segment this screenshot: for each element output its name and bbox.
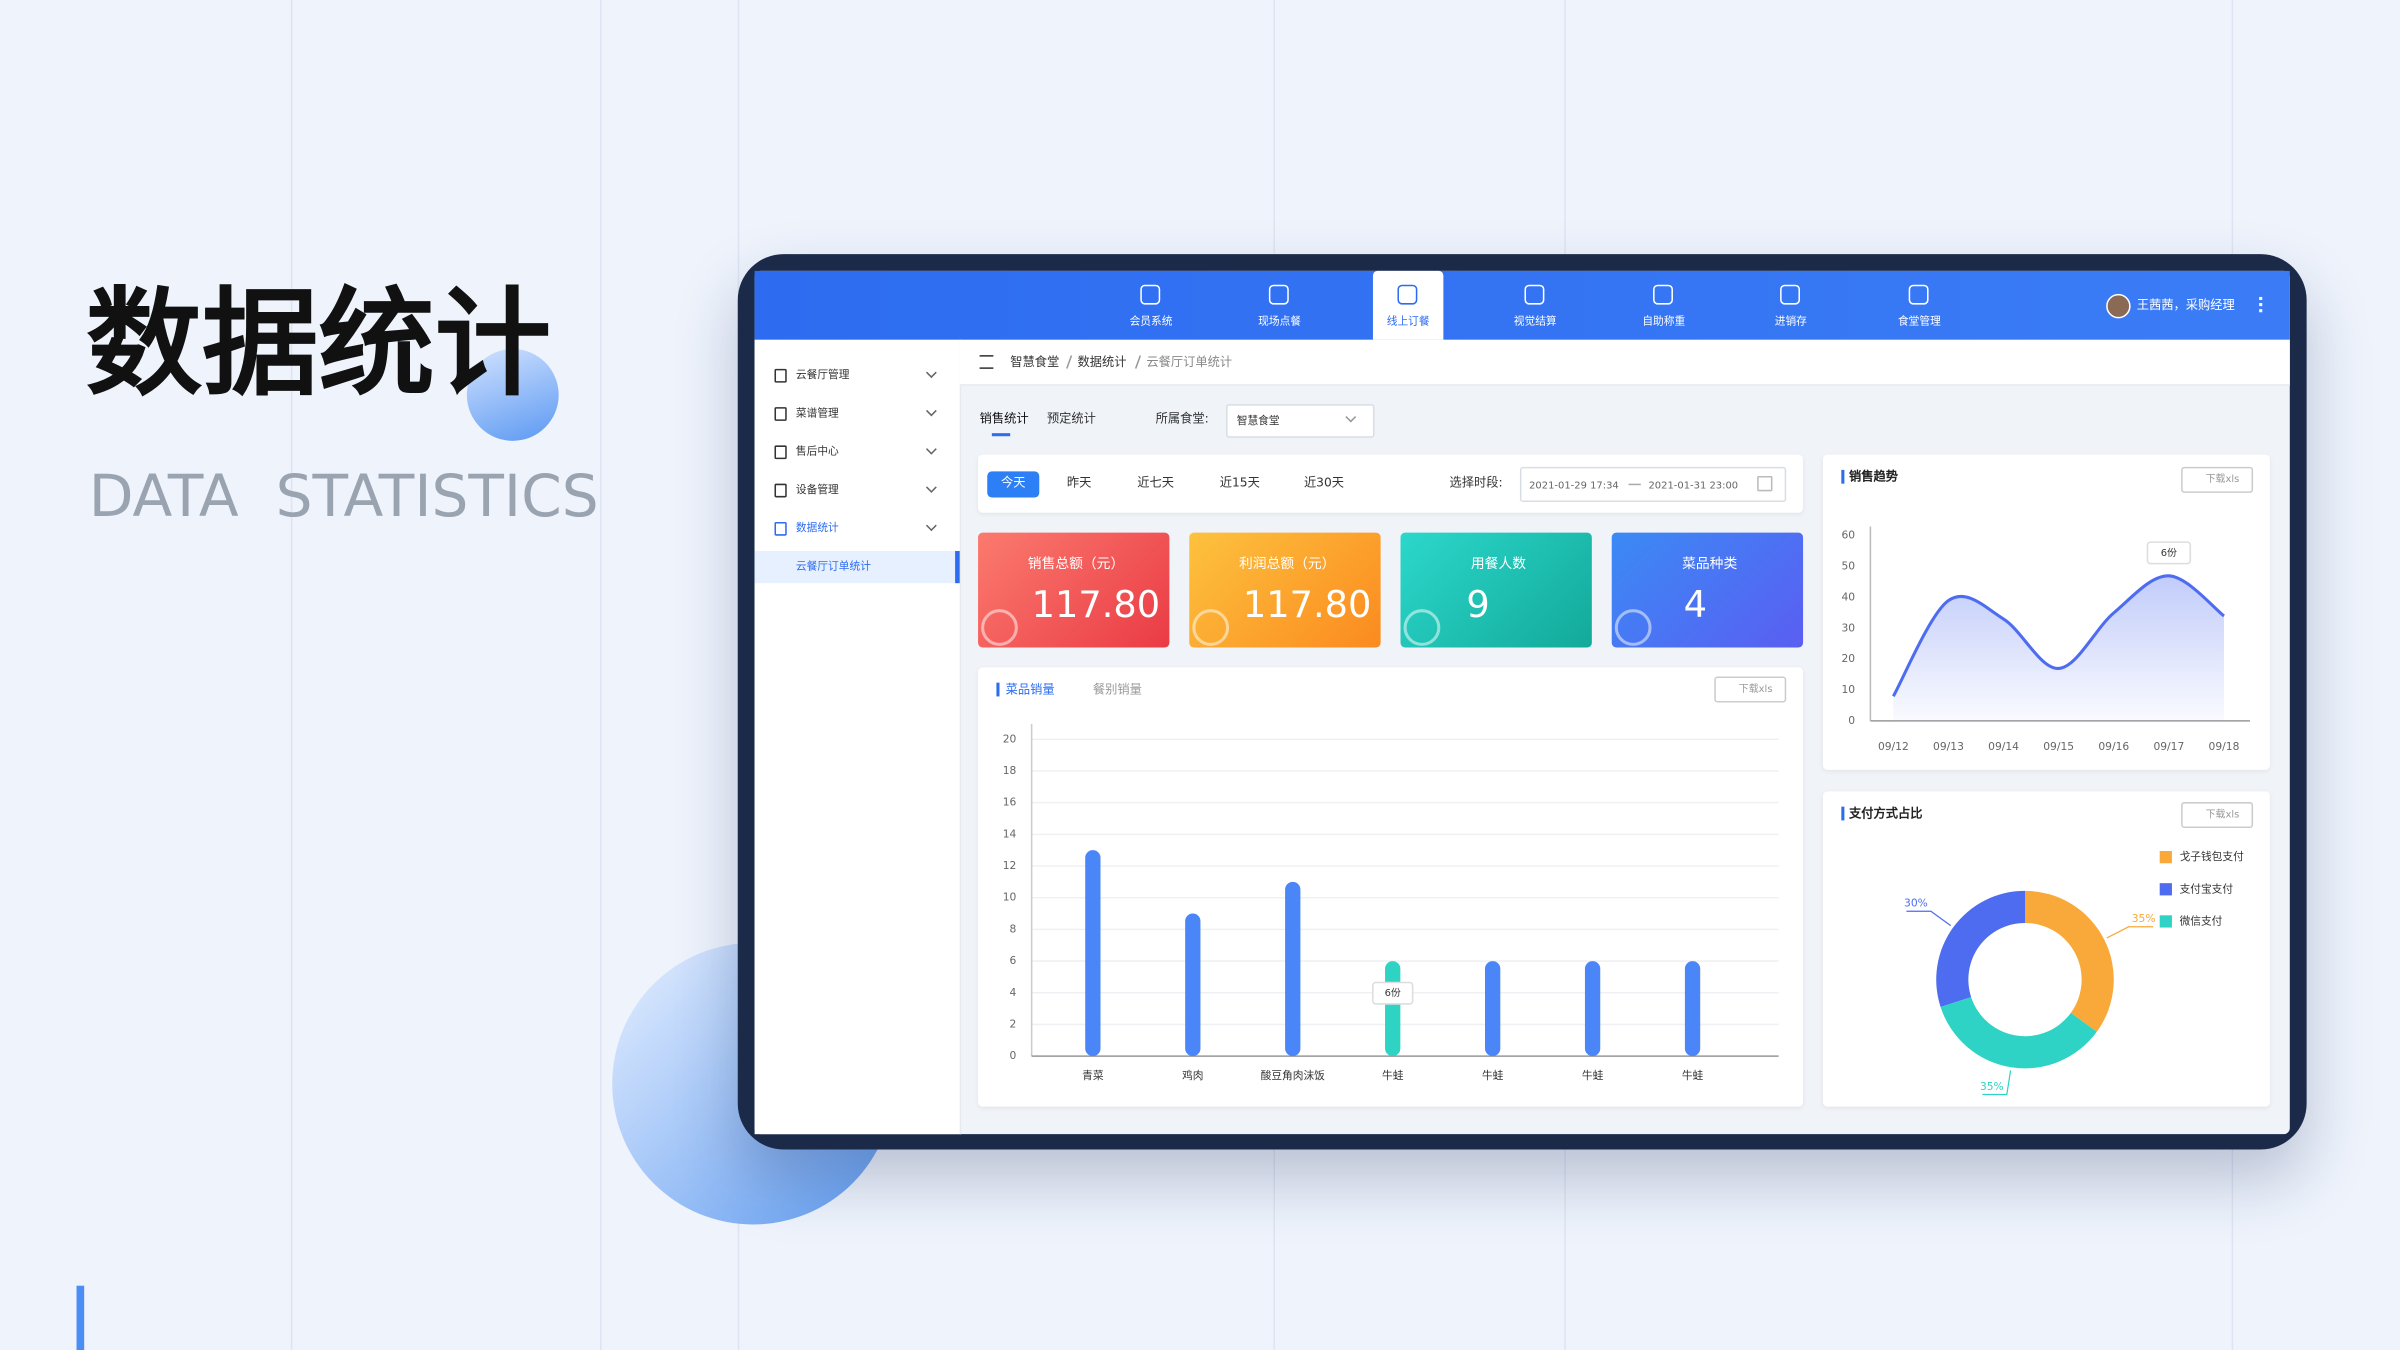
breadcrumb-item: 云餐厅订单统计 [1146, 355, 1233, 369]
period-box [1519, 466, 1787, 503]
nav-icon [1524, 284, 1545, 305]
bg-line [600, 0, 602, 1350]
side-icon [774, 521, 787, 536]
breadcrumb-bar [959, 339, 2290, 386]
chart-title: 销售趋势 [1848, 469, 1898, 484]
side-item[interactable]: 设备管理 [795, 483, 839, 496]
card-label: 菜品种类 [1682, 557, 1738, 573]
header [754, 270, 2290, 340]
deco-bar [76, 1285, 85, 1350]
nav-item[interactable]: 食堂管理 [1897, 315, 1941, 328]
user[interactable]: 王茜茜，采购经理 [2136, 298, 2235, 313]
card-value: 4 [1683, 583, 1708, 627]
range-button[interactable]: 昨天 [1066, 476, 1092, 490]
tab[interactable]: 预定统计 [1046, 411, 1096, 426]
deco-dot [466, 348, 559, 441]
card-label: 利润总额（元） [1239, 557, 1336, 573]
chart-tab[interactable]: 餐别销量 [1092, 682, 1142, 697]
side-subitem[interactable]: 云餐厅订单统计 [795, 560, 871, 573]
card-label: 用餐人数 [1470, 557, 1527, 573]
range-button[interactable]: 近七天 [1137, 476, 1174, 490]
side-item[interactable]: 菜谱管理 [795, 407, 839, 420]
range-button[interactable]: 今天 [1001, 476, 1026, 490]
card-icon [1192, 609, 1230, 646]
chart-title: 支付方式占比 [1848, 806, 1923, 821]
breadcrumb-item[interactable]: 数据统计 [1077, 355, 1127, 369]
period-label: 选择时段: [1449, 476, 1503, 490]
canteen-value[interactable]: 智慧食堂 [1236, 414, 1280, 428]
pie-panel [1822, 791, 2270, 1107]
nav-icon [1140, 284, 1161, 305]
nav-item[interactable]: 视觉结算 [1513, 315, 1557, 328]
canteen-select [1226, 404, 1375, 438]
period-end[interactable]: 2021-01-31 23:00 [1648, 479, 1739, 492]
nav-icon [1780, 284, 1800, 305]
hero-title: 数据统计 [85, 275, 552, 412]
bar-panel [978, 667, 1804, 1107]
tab-mark [996, 682, 1000, 697]
title-mark [1841, 469, 1845, 484]
side-icon [774, 445, 787, 460]
nav-icon [1268, 284, 1289, 305]
card-icon [1614, 609, 1652, 646]
nav-icon [1397, 284, 1418, 305]
nav-item[interactable]: 线上订餐 [1386, 315, 1430, 328]
chart-tab[interactable]: 菜品销量 [1005, 682, 1055, 697]
title-mark [1841, 806, 1845, 821]
canteen-label: 所属食堂: [1155, 411, 1209, 426]
nav-item[interactable]: 自助称重 [1642, 315, 1686, 328]
side-icon [774, 368, 787, 383]
nav-icon [1653, 284, 1673, 305]
range-button[interactable]: 近30天 [1303, 476, 1345, 490]
side-item[interactable]: 售后中心 [795, 445, 839, 458]
period-start[interactable]: 2021-01-29 17:34 [1529, 479, 1619, 492]
side-item[interactable]: 云餐厅管理 [795, 368, 850, 382]
hero-subtitle: DATA STATISTICS [88, 462, 599, 530]
nav-item[interactable]: 进销存 [1774, 315, 1807, 328]
card-value: 117.80 [1031, 583, 1161, 627]
card-label: 销售总额（元） [1027, 557, 1125, 573]
card-value: 9 [1466, 583, 1490, 627]
card-value: 117.80 [1242, 583, 1372, 627]
bg-line [290, 0, 293, 1350]
trend-panel [1822, 454, 2270, 770]
tab-underline [991, 433, 1011, 437]
calendar-icon [1757, 476, 1773, 492]
nav-active [1372, 270, 1444, 340]
download-label[interactable]: 下载xls [1738, 682, 1773, 695]
side-icon [774, 483, 787, 498]
download-label[interactable]: 下载xls [2205, 808, 2240, 821]
nav-icon [1908, 284, 1929, 305]
nav-item[interactable]: 现场点餐 [1258, 315, 1302, 328]
range-button[interactable]: 近15天 [1219, 476, 1260, 490]
menu-dots [2259, 296, 2265, 313]
side-sub-bg [754, 551, 960, 584]
card-icon [981, 609, 1018, 646]
sidebar [754, 339, 962, 1135]
side-icon [774, 407, 787, 421]
tab[interactable]: 销售统计 [979, 411, 1029, 426]
range-active [987, 471, 1040, 498]
side-item[interactable]: 数据统计 [795, 521, 839, 535]
download-button[interactable] [1714, 676, 1787, 703]
avatar [2106, 293, 2131, 319]
download-label[interactable]: 下载xls [2205, 472, 2240, 486]
breadcrumb-item[interactable]: 智慧食堂 [1010, 355, 1060, 369]
menu-icon [979, 355, 994, 369]
nav-item[interactable]: 会员系统 [1129, 315, 1173, 328]
period-arrow [1628, 483, 1641, 486]
card-icon [1403, 609, 1441, 646]
download-button[interactable] [2181, 802, 2254, 829]
download-button[interactable] [2181, 466, 2254, 493]
